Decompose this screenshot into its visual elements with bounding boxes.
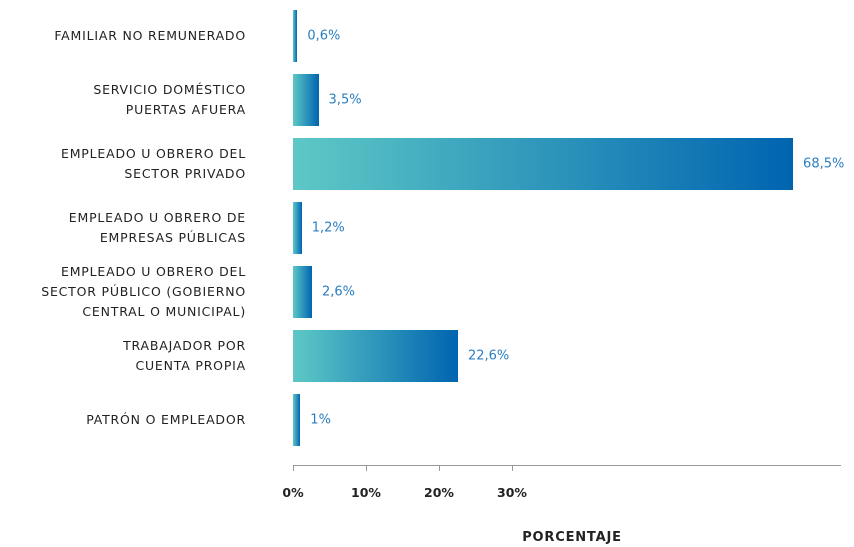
x-tick [438,465,440,471]
x-axis-line [293,465,841,466]
y-tick-label: PATRÓN O EMPLEADOR [86,412,246,427]
y-tick-label: EMPLEADO U OBRERO DEL SECTOR PRIVADO [61,146,246,181]
y-tick-label: EMPLEADO U OBRERO DE EMPRESAS PÚBLICAS [68,210,246,245]
y-tick-label: FAMILIAR NO REMUNERADO [54,28,246,43]
value-label: 0,6% [307,28,341,44]
bar [293,202,302,254]
x-tick-label: 20% [424,485,454,500]
y-tick-label: EMPLEADO U OBRERO DEL SECTOR PÚBLICO (GO… [41,264,246,319]
x-axis-title: PORCENTAJE [522,530,622,545]
value-label: 22,6% [467,348,510,364]
x-tick [292,465,294,471]
bar [293,138,794,190]
x-tick-label: 10% [351,485,381,500]
y-tick-label: TRABAJADOR POR CUENTA PROPIA [123,338,246,373]
bar [293,266,312,318]
value-label: 3,5% [328,92,362,108]
x-tick-label: 30% [497,485,527,500]
bar [293,394,301,446]
value-label: 2,6% [321,284,355,300]
x-tick [365,465,367,471]
x-tick [511,465,513,471]
bar [293,74,319,126]
bar [293,10,298,62]
value-label: 1,2% [311,220,345,236]
y-tick-label: SERVICIO DOMÉSTICO PUERTAS AFUERA [93,82,246,117]
value-label: 1% [310,412,331,428]
x-tick-label: 0% [282,485,304,500]
bar [293,330,458,382]
value-label: 68,5% [803,156,845,172]
